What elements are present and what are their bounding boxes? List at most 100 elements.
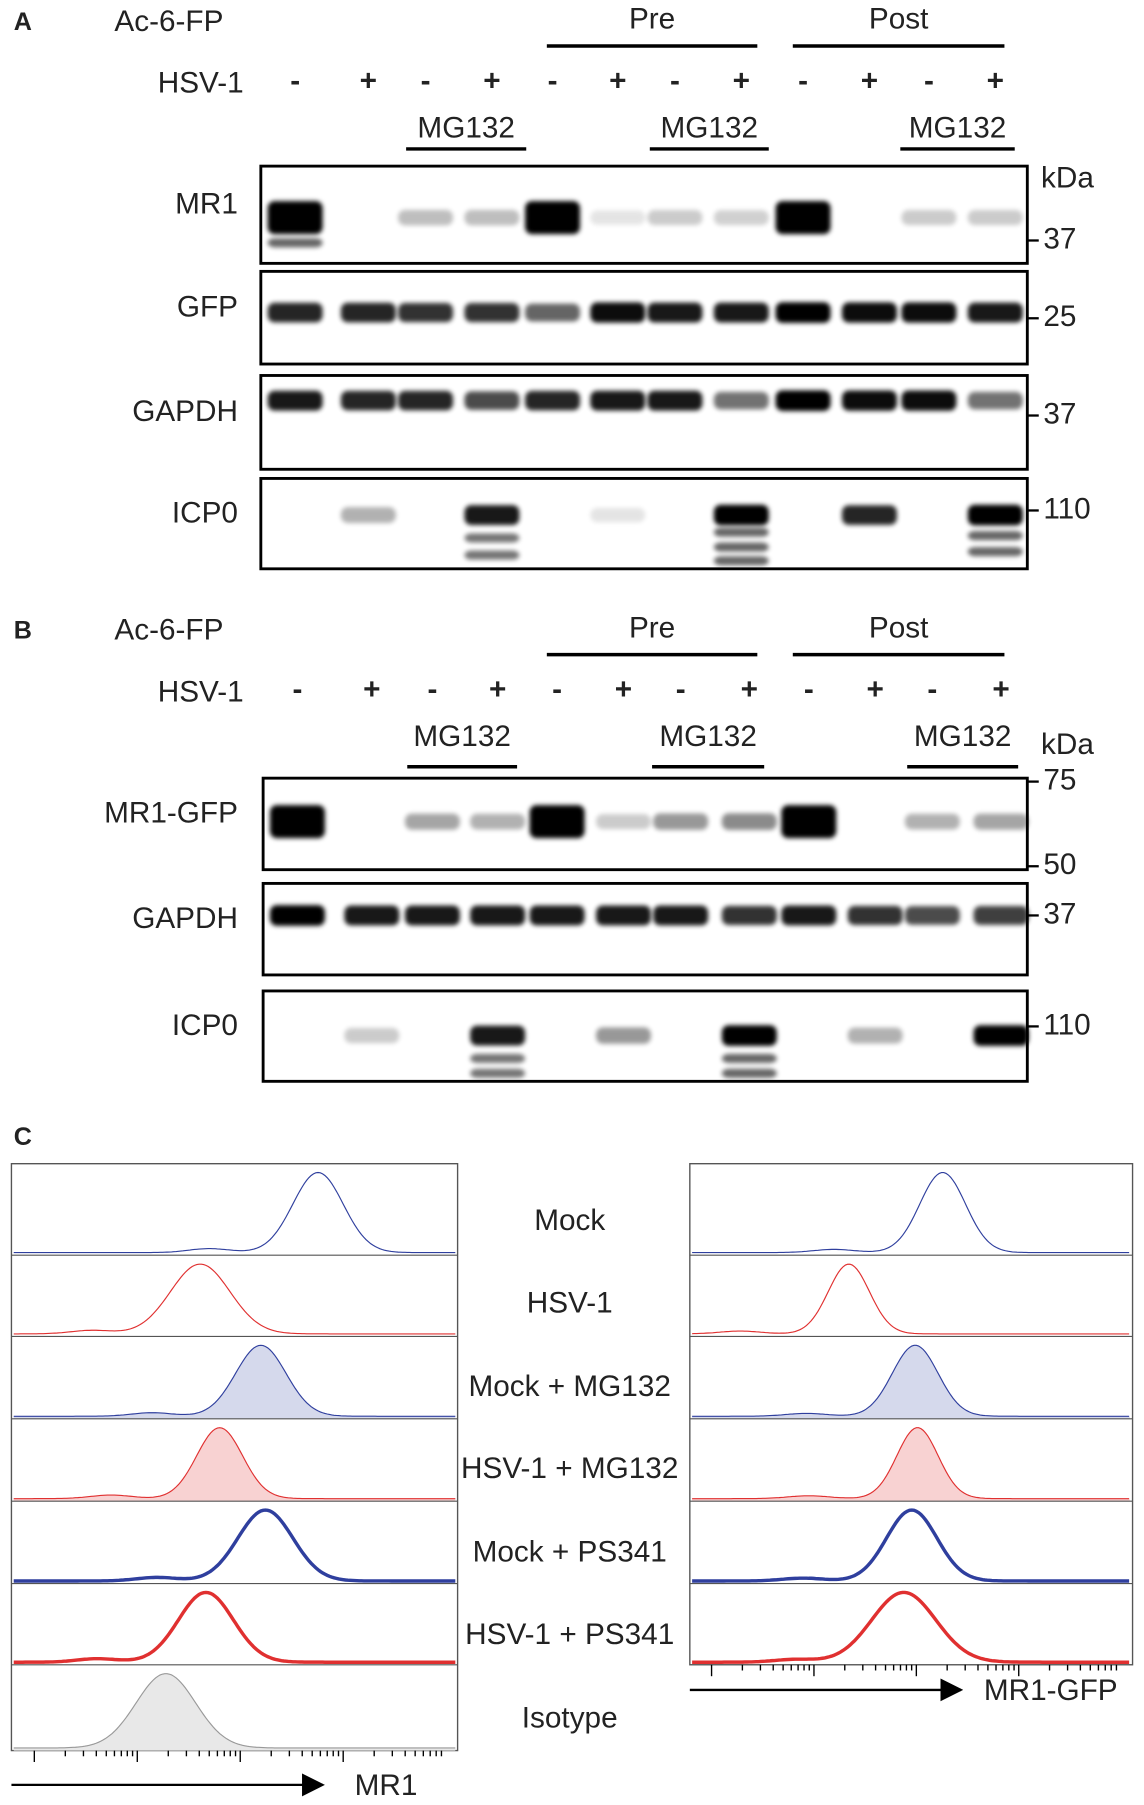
band [267,390,323,411]
band [901,390,957,411]
histogram-fill [13,1673,456,1751]
blot-label: GAPDH [132,395,238,428]
group-label: Post [869,3,929,36]
histogram [13,1508,456,1583]
sign: + [489,673,506,706]
condition-label: Mock + MG132 [468,1370,670,1403]
panel-label: C [14,1123,32,1151]
blot-label: MR1 [175,187,238,220]
sign: - [290,64,300,97]
band [713,556,769,566]
band [464,391,520,410]
marker-label: 50 [1043,848,1076,881]
group-label: Pre [629,611,675,644]
band [904,906,960,925]
sign: + [733,64,750,97]
band [398,390,454,411]
band [967,531,1023,541]
band [398,209,454,226]
infection-label: HSV-1 [158,67,244,100]
band [596,905,651,926]
band [398,302,454,323]
marker-label: 37 [1043,897,1076,930]
band [404,905,460,926]
histogram [692,1263,1130,1335]
sign: + [992,673,1009,706]
sign: + [987,64,1004,97]
sign: - [552,673,562,706]
band [713,391,769,410]
panel-label: B [14,616,32,644]
sign: - [548,64,558,97]
band [904,813,960,830]
histogram [692,1508,1130,1583]
band [973,813,1029,830]
band [967,210,1023,226]
marker-label: 37 [1043,222,1076,255]
band [647,210,703,226]
blot [261,881,1029,977]
band [967,391,1023,410]
drug-label: MG132 [914,720,1012,753]
condition-label: HSV-1 [527,1286,613,1319]
sign: - [292,673,302,706]
drug-label: MG132 [659,720,757,753]
band [721,905,777,926]
band [847,1027,903,1044]
sign: - [427,673,437,706]
blot-frame [259,477,1029,571]
blot-label: GFP [177,290,238,323]
band [967,547,1023,557]
marker-label: 25 [1043,300,1076,333]
treatment-label: Ac-6-FP [114,5,223,38]
sign: - [421,64,431,97]
group-label: Pre [629,3,675,36]
band [470,1068,526,1078]
sign: - [924,64,934,97]
band [464,550,520,560]
sign: - [676,673,686,706]
sign: + [866,673,883,706]
blot [259,164,1029,265]
band [596,814,651,830]
histogram [692,1172,1130,1254]
band [713,542,769,552]
band [775,302,831,323]
band [340,390,396,411]
band [590,507,646,523]
histogram [13,1263,456,1335]
band [721,1068,777,1078]
band [647,390,703,411]
band [344,905,400,926]
blot-label: ICP0 [172,496,238,529]
drug-label: MG132 [661,111,759,144]
blot [259,477,1029,571]
band [529,905,585,926]
band [973,906,1029,925]
histogram-fill [13,1427,456,1502]
histogram [13,1344,456,1417]
band [590,210,646,225]
band [529,805,585,839]
band [344,1028,400,1044]
marker-label: 37 [1043,397,1076,430]
marker-label: 110 [1043,1008,1090,1041]
sign: - [804,673,814,706]
band [901,302,957,323]
band [647,302,703,323]
drug-label: MG132 [417,111,515,144]
blot [259,269,1029,366]
band [713,527,769,537]
band [269,905,325,926]
band [340,507,396,523]
band [525,303,581,322]
condition-label: HSV-1 + PS341 [465,1618,674,1651]
histogram-fill [692,1345,1131,1419]
blot-label: MR1-GFP [104,797,238,830]
band [596,1027,651,1044]
sign: + [360,64,377,97]
blot-label: GAPDH [132,902,238,935]
condition-label: HSV-1 + MG132 [461,1452,678,1485]
sign: + [609,64,626,97]
